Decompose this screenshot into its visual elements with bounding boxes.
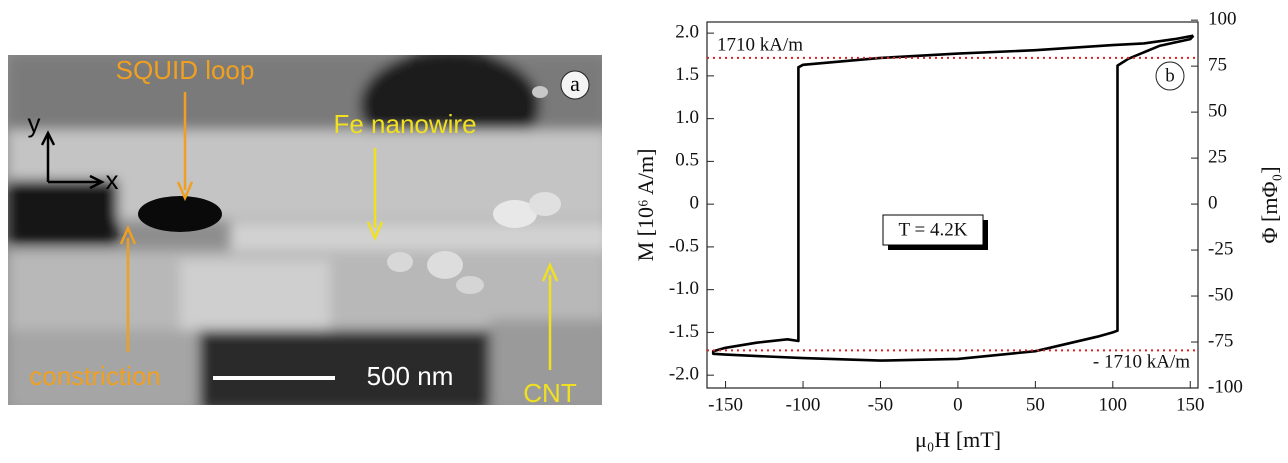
label-fe-nanowire: Fe nanowire: [333, 109, 476, 139]
y2-tick-label: 100: [1208, 9, 1237, 30]
reference-label: - 1710 kA/m: [1093, 352, 1190, 373]
y-tick-label: 0: [690, 193, 700, 214]
plot-frame: [706, 21, 1199, 389]
y-tick-label: 2.0: [675, 21, 699, 42]
y2-tick-label: -50: [1208, 284, 1233, 305]
sem-background: [8, 55, 602, 405]
panel-label-circle: [560, 70, 590, 100]
y-tick-label: 1.0: [675, 107, 699, 128]
sem-image: a SQUID loop Fe nanowire constriction 50…: [8, 55, 602, 408]
x-tick-label: 150: [1176, 394, 1205, 415]
y-tick-label: -1.0: [669, 278, 699, 299]
hysteresis-line: [711, 34, 1195, 362]
y2-tick-label: -25: [1208, 238, 1233, 259]
y2-axis-label: Φ [mΦ₀]: [1257, 166, 1282, 243]
y-axis-label: M [10⁶ A/m]: [633, 149, 658, 262]
annotation-box: [882, 214, 984, 246]
label-constriction: constriction: [29, 361, 161, 391]
panel-label: a: [570, 71, 580, 96]
y2-tick-label: -75: [1208, 330, 1233, 351]
axis-x-label: x: [106, 165, 119, 195]
label-cnt: CNT: [523, 378, 577, 408]
y2-tick-label: 25: [1208, 146, 1227, 167]
panel-label: b: [1165, 65, 1175, 86]
axis-y-label: y: [28, 108, 41, 138]
hysteresis-chart: μ₀H [mT] M [10⁶ A/m] Φ [mΦ₀] -150 -100 -50…: [633, 9, 1282, 453]
y2-tick-label: -100: [1208, 376, 1243, 397]
x-tick-label: -50: [868, 394, 893, 415]
x-tick-label: 50: [1026, 394, 1045, 415]
arrows: [40, 92, 559, 370]
x-tick-label: -150: [708, 394, 743, 415]
y2-tick-label: 0: [1208, 192, 1218, 213]
y-tick-label: -1.5: [669, 321, 699, 342]
y-tick-label: 1.5: [675, 64, 699, 85]
y-tick-label: 0.5: [675, 150, 699, 171]
reference-label: 1710 kA/m: [717, 34, 803, 55]
panel-label-circle: [1155, 61, 1185, 91]
x-tick-label: 100: [1099, 394, 1128, 415]
y2-tick-label: 75: [1208, 55, 1227, 76]
x-tick-label: -100: [786, 394, 821, 415]
y-tick-label: -2.0: [669, 364, 699, 385]
label-scale: 500 nm: [367, 361, 454, 391]
y-tick-label: -0.5: [669, 235, 699, 256]
x-tick-label: 0: [953, 394, 963, 415]
x-axis-label: μ₀H [mT]: [915, 427, 1001, 452]
label-squid-loop: SQUID loop: [116, 55, 255, 85]
y2-tick-label: 50: [1208, 100, 1227, 121]
annotation: T = 4.2K: [899, 219, 968, 240]
